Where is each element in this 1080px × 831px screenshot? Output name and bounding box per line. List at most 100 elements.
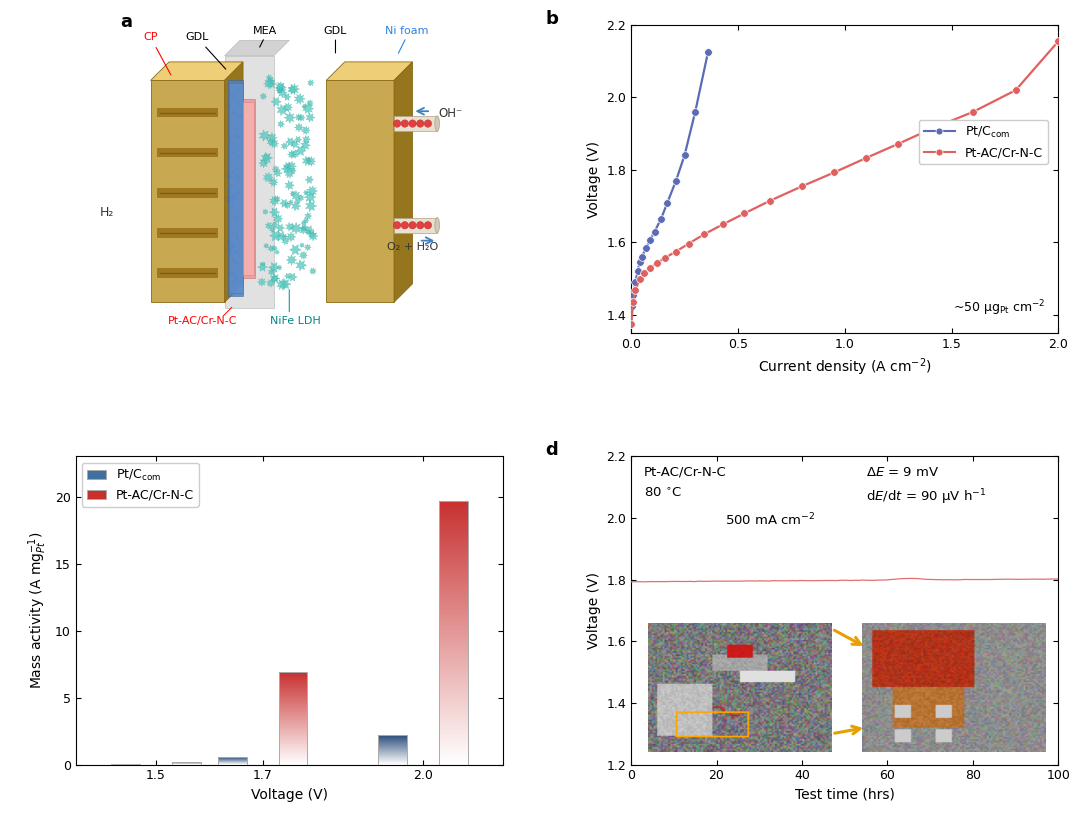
Polygon shape (276, 83, 286, 92)
Polygon shape (257, 278, 267, 287)
Bar (438, 670, 468, 671)
Polygon shape (289, 244, 301, 255)
Circle shape (230, 204, 233, 207)
Bar (438, 660, 468, 661)
Bar (438, 643, 468, 644)
Text: Ni foam: Ni foam (384, 26, 428, 37)
Circle shape (235, 215, 238, 218)
Polygon shape (229, 83, 243, 293)
Circle shape (230, 140, 232, 142)
Bar (438, 531, 468, 532)
Polygon shape (269, 263, 280, 273)
Bar (438, 657, 468, 659)
Bar (438, 578, 468, 580)
Bar (438, 619, 468, 621)
Bar (438, 725, 468, 726)
Bar (438, 574, 468, 576)
Bar (438, 525, 468, 527)
Bar (438, 666, 468, 668)
Bar (438, 527, 468, 529)
Bar (438, 689, 468, 691)
Polygon shape (301, 225, 307, 230)
Polygon shape (296, 259, 307, 271)
Bar (438, 599, 468, 601)
Bar (438, 609, 468, 610)
Polygon shape (260, 93, 267, 100)
Bar (438, 664, 468, 666)
Polygon shape (302, 103, 314, 115)
Circle shape (240, 116, 242, 118)
Polygon shape (274, 250, 280, 254)
Polygon shape (157, 229, 218, 238)
Circle shape (231, 199, 233, 201)
Polygon shape (157, 108, 218, 117)
Circle shape (232, 194, 234, 196)
Polygon shape (291, 140, 299, 149)
Bar (438, 548, 468, 549)
Polygon shape (394, 62, 413, 302)
Bar (438, 762, 468, 763)
Polygon shape (282, 237, 289, 245)
Bar (438, 581, 468, 583)
Bar (438, 737, 468, 738)
Bar (438, 751, 468, 753)
Bar (438, 682, 468, 684)
Polygon shape (283, 93, 292, 101)
Polygon shape (326, 81, 394, 302)
Bar (438, 569, 468, 571)
Circle shape (228, 105, 230, 107)
Circle shape (237, 237, 239, 239)
Bar (438, 630, 468, 632)
Polygon shape (299, 251, 308, 259)
Bar (438, 756, 468, 758)
Polygon shape (270, 195, 280, 206)
Polygon shape (295, 146, 307, 155)
Circle shape (231, 197, 233, 199)
Bar (438, 659, 468, 661)
Polygon shape (157, 268, 218, 278)
Bar (438, 668, 468, 670)
Polygon shape (302, 135, 311, 144)
Bar (438, 610, 468, 612)
Polygon shape (268, 268, 275, 276)
Bar (438, 729, 468, 730)
Bar (438, 572, 468, 573)
Polygon shape (285, 138, 295, 146)
Circle shape (233, 259, 235, 262)
Bar (438, 721, 468, 722)
Bar (438, 513, 468, 514)
Polygon shape (288, 199, 294, 205)
Y-axis label: Voltage (V): Voltage (V) (586, 572, 600, 649)
Circle shape (237, 147, 239, 150)
Circle shape (229, 176, 231, 179)
Circle shape (417, 120, 424, 127)
Bar (438, 705, 468, 706)
Bar (438, 672, 468, 673)
Bar (438, 551, 468, 552)
Polygon shape (307, 157, 311, 162)
Bar (438, 593, 468, 594)
Bar (438, 696, 468, 697)
Bar (438, 622, 468, 623)
Bar (438, 534, 468, 535)
Circle shape (233, 273, 237, 276)
Polygon shape (299, 226, 308, 234)
Polygon shape (276, 279, 287, 290)
Polygon shape (301, 125, 310, 135)
Bar (438, 565, 468, 567)
Bar (438, 691, 468, 692)
Bar (438, 503, 468, 504)
Bar (438, 615, 468, 617)
Polygon shape (303, 189, 309, 195)
Polygon shape (307, 100, 313, 106)
Circle shape (401, 222, 408, 229)
Polygon shape (298, 114, 306, 121)
Polygon shape (228, 81, 243, 296)
Bar (438, 692, 468, 693)
Bar (438, 742, 468, 744)
Polygon shape (308, 80, 314, 86)
Bar (438, 699, 468, 700)
Bar (438, 549, 468, 551)
Text: NiFe LDH: NiFe LDH (270, 316, 321, 326)
Polygon shape (157, 148, 218, 157)
